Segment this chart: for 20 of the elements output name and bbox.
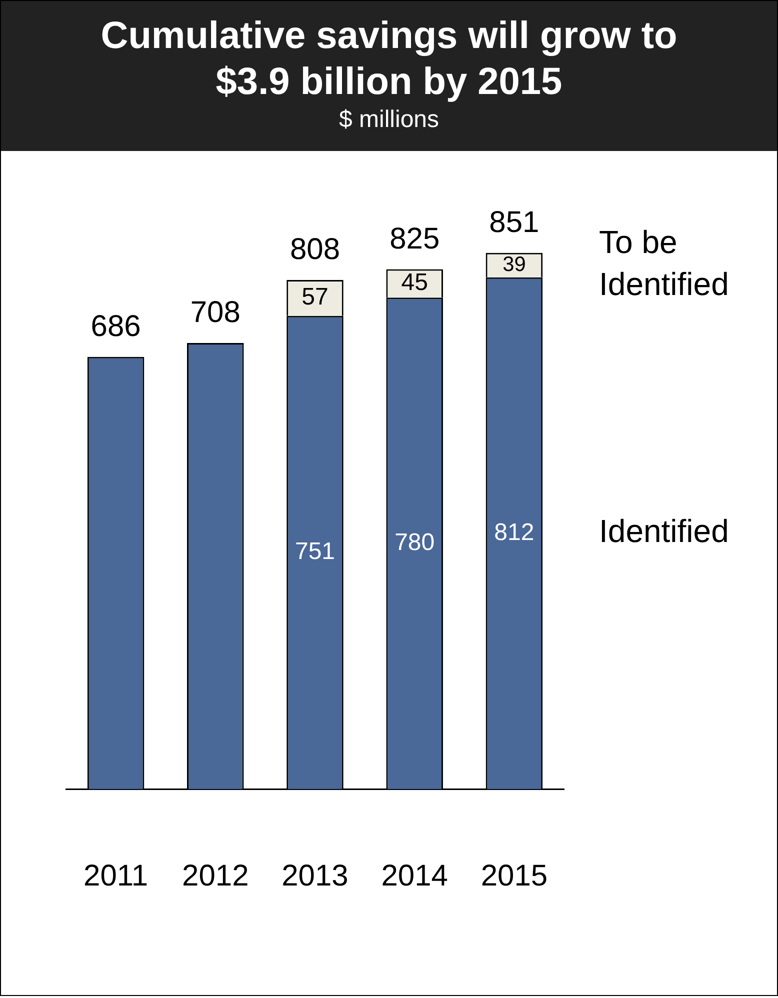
total-label: 825	[390, 222, 440, 256]
series-label: Identified	[599, 513, 729, 550]
data-label: 812	[494, 518, 534, 546]
x-tick-label: 2012	[182, 859, 249, 892]
data-label: 57	[302, 284, 328, 311]
total-label: 708	[190, 296, 240, 330]
x-tick-label: 2015	[480, 859, 548, 892]
data-label: 780	[394, 528, 435, 556]
series-label: To be Identified	[599, 224, 729, 302]
x-tick-label: 2013	[282, 859, 348, 892]
data-label: 751	[294, 538, 336, 566]
x-tick-label: 2014	[381, 859, 448, 892]
data-label: 45	[401, 269, 428, 296]
data-label: 39	[502, 252, 526, 276]
chart-subtitle: $ millions	[338, 105, 440, 135]
x-tick-label: 2011	[84, 859, 148, 892]
total-label: 851	[489, 206, 540, 240]
total-label: 808	[290, 233, 340, 266]
chart-title: Cumulative savings will grow to $3.9 billion by 2015	[100, 14, 678, 105]
total-label: 686	[90, 310, 141, 344]
